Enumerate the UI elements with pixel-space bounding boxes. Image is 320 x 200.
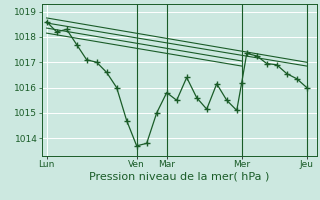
X-axis label: Pression niveau de la mer( hPa ): Pression niveau de la mer( hPa )	[89, 172, 269, 182]
